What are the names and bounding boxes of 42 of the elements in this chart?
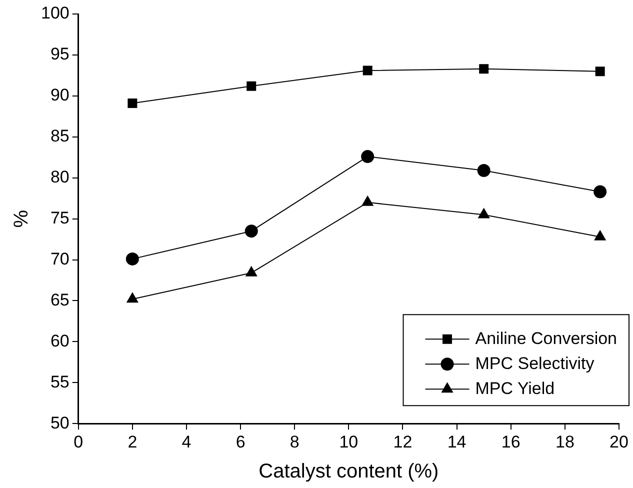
x-tick-label: 18 [555, 432, 574, 452]
y-tick-label: 60 [50, 331, 70, 350]
x-tick-label: 16 [501, 432, 520, 452]
y-tick-label: 70 [50, 249, 70, 268]
x-tick-label: 4 [182, 432, 192, 452]
point [595, 66, 605, 76]
point [126, 252, 139, 266]
point [126, 292, 138, 303]
y-tick-label: 75 [50, 208, 70, 228]
legend-label: MPC Selectivity [475, 354, 595, 373]
point [594, 230, 606, 240]
x-tick-label: 10 [339, 432, 358, 452]
point [594, 185, 607, 198]
point [246, 81, 256, 91]
point [479, 64, 489, 74]
point [246, 266, 258, 276]
y-tick-label: 80 [50, 168, 70, 187]
x-tick-label: 6 [236, 432, 246, 452]
x-axis-title: Catalyst content (%) [258, 460, 439, 483]
x-tick-label: 20 [610, 432, 628, 452]
point [244, 224, 258, 238]
y-tick-label: 55 [50, 372, 70, 392]
x-tick-label: 14 [447, 432, 466, 452]
point [128, 98, 138, 108]
y-tick-label: 100 [40, 4, 70, 23]
y-tick-label: 65 [50, 290, 70, 310]
point [478, 208, 490, 218]
y-tick-label: 85 [50, 126, 70, 146]
legend-label: MPC Yield [475, 378, 555, 398]
point [477, 164, 490, 177]
y-axis-title: % [10, 210, 33, 228]
point [362, 196, 374, 206]
point [361, 150, 374, 164]
y-tick-label: 95 [50, 44, 70, 64]
x-tick-label: 12 [393, 432, 412, 452]
y-tick-label: 90 [50, 86, 70, 105]
y-tick-label: 50 [50, 413, 70, 432]
x-tick-label: 2 [128, 432, 138, 452]
x-tick-label: 8 [290, 432, 300, 452]
legend-label: Aniline Conversion [475, 328, 618, 348]
x-tick-label: 0 [74, 432, 84, 452]
point [362, 66, 372, 76]
